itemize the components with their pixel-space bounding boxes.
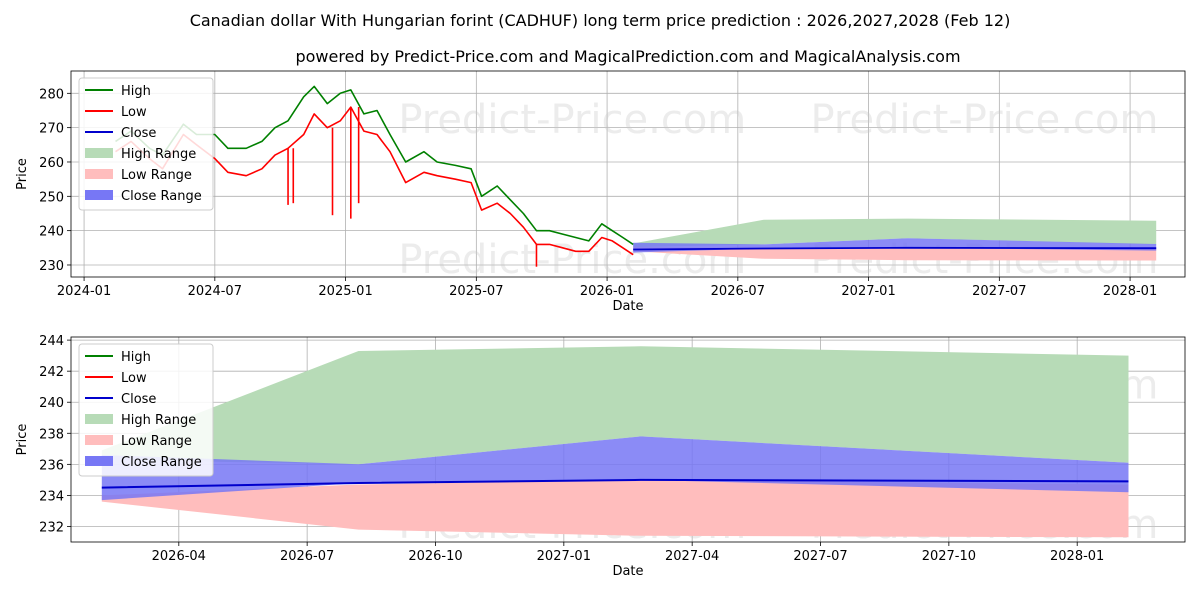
bottom-x-tick-label: 2027-10 (922, 549, 976, 564)
top-x-tick-label: 2026-07 (711, 284, 765, 299)
top-x-axis-label: Date (612, 299, 643, 314)
top-legend-label: High Range (121, 147, 196, 162)
top-y-tick-label: 230 (39, 259, 64, 274)
chart-title: Canadian dollar With Hungarian forint (C… (190, 11, 1011, 30)
top-close-line (633, 246, 1157, 251)
top-y-tick-label: 260 (39, 156, 64, 171)
top-legend-swatch (85, 190, 113, 200)
top-y-tick-label: 280 (39, 87, 64, 102)
top-y-tick-label: 270 (39, 122, 64, 137)
bottom-legend-label: Close (121, 392, 156, 407)
top-legend-label: Low Range (121, 168, 192, 183)
bottom-close-line (101, 478, 1129, 489)
bottom-y-tick-label: 236 (39, 458, 64, 473)
bottom-y-tick-label: 240 (39, 396, 64, 411)
bottom-x-tick-label: 2027-04 (665, 549, 719, 564)
bottom-x-tick-label: 2028-01 (1050, 549, 1104, 564)
bottom-plot-frame (70, 336, 1186, 543)
top-legend-label: Close (121, 126, 156, 141)
top-watermark: Predict-Price.com (811, 97, 1159, 143)
bottom-y-tick-label: 242 (39, 365, 64, 380)
bottom-y-tick-label: 234 (39, 489, 64, 504)
top-x-tick-label: 2027-01 (841, 284, 895, 299)
top-x-tick-label: 2024-01 (57, 284, 111, 299)
bottom-legend-label: Close Range (121, 455, 202, 470)
bottom-y-axis-label: Price (15, 424, 30, 456)
bottom-x-tick-label: 2027-07 (793, 549, 847, 564)
bottom-y-tick-label: 238 (39, 427, 64, 442)
top-low-line (115, 106, 634, 256)
top-y-tick-label: 240 (39, 225, 64, 240)
top-x-tick-label: 2028-01 (1103, 284, 1157, 299)
bottom-legend-swatch (85, 456, 113, 466)
bottom-legend-swatch (85, 435, 113, 445)
bottom-panel: 2026-04 2026-07 2026-10 2027-01 2027-04 2027-… (15, 334, 1186, 579)
bottom-legend-label: Low (121, 371, 147, 386)
bottom-close-range-band (101, 436, 1129, 501)
bottom-y-tick-label: 232 (39, 520, 64, 535)
bottom-legend-label: Low Range (121, 434, 192, 449)
top-legend-label: Close Range (121, 189, 202, 204)
top-high-range-band (633, 218, 1157, 248)
top-low-range-band (633, 247, 1157, 261)
top-x-tick-label: 2026-01 (580, 284, 634, 299)
bottom-legend-swatch (85, 414, 113, 424)
top-legend-label: Low (121, 105, 147, 120)
top-y-tick-label: 250 (39, 190, 64, 205)
top-watermark: Predict-Price.com (398, 97, 746, 143)
top-x-tick-label: 2025-01 (318, 284, 372, 299)
bottom-x-tick-label: 2027-01 (537, 549, 591, 564)
top-legend-swatch (85, 148, 113, 158)
bottom-y-tick-label: 244 (39, 334, 64, 349)
top-high-line (115, 85, 634, 246)
bottom-legend-label: High (121, 350, 151, 365)
top-x-tick-label: 2025-07 (449, 284, 503, 299)
top-legend-label: High (121, 84, 151, 99)
top-plot-frame (70, 70, 1186, 278)
top-x-tick-label: 2024-07 (188, 284, 242, 299)
bottom-legend-label: High Range (121, 413, 196, 428)
bottom-x-tick-label: 2026-04 (152, 549, 206, 564)
bottom-low-range-band (101, 479, 1129, 538)
bottom-x-tick-label: 2026-07 (280, 549, 334, 564)
top-y-axis-label: Price (15, 158, 30, 190)
bottom-x-tick-label: 2026-10 (408, 549, 462, 564)
bottom-x-axis-label: Date (612, 564, 643, 579)
chart-subtitle: powered by Predict-Price.com and Magical… (295, 47, 960, 66)
top-close-range-band (633, 238, 1157, 253)
top-x-tick-label: 2027-07 (972, 284, 1026, 299)
top-panel: 2024-01 2024-07 2025-01 2025-07 2026-01 2026-… (15, 70, 1186, 314)
top-legend-swatch (85, 169, 113, 179)
bottom-high-range-band (101, 346, 1129, 465)
